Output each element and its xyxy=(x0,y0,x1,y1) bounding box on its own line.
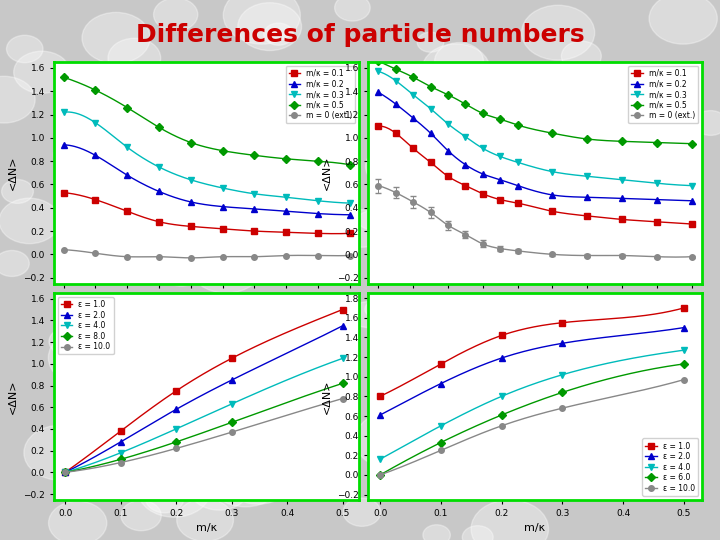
Circle shape xyxy=(153,0,198,31)
Circle shape xyxy=(264,23,293,45)
Circle shape xyxy=(562,41,601,71)
Circle shape xyxy=(628,183,669,213)
X-axis label: ε: ε xyxy=(532,307,538,317)
Circle shape xyxy=(53,130,119,179)
Legend: m/κ = 0.1, m/κ = 0.2, m/κ = 0.3, m/κ = 0.5, m = 0 (ext.): m/κ = 0.1, m/κ = 0.2, m/κ = 0.3, m/κ = 0… xyxy=(629,66,698,123)
Circle shape xyxy=(282,361,339,404)
Circle shape xyxy=(609,97,668,141)
Circle shape xyxy=(585,355,618,379)
X-axis label: m/κ: m/κ xyxy=(196,523,217,533)
Circle shape xyxy=(584,165,639,205)
Y-axis label: <ΔN>: <ΔN> xyxy=(322,156,332,190)
Circle shape xyxy=(562,221,614,260)
Circle shape xyxy=(602,379,662,423)
Circle shape xyxy=(471,500,549,540)
Circle shape xyxy=(425,438,450,457)
Circle shape xyxy=(6,35,43,63)
Circle shape xyxy=(365,300,388,318)
Circle shape xyxy=(222,451,294,504)
Circle shape xyxy=(423,525,450,540)
Circle shape xyxy=(467,116,502,142)
Circle shape xyxy=(122,136,159,164)
Circle shape xyxy=(202,237,264,283)
Circle shape xyxy=(230,368,283,408)
Circle shape xyxy=(223,0,300,44)
X-axis label: m/κ: m/κ xyxy=(524,523,546,533)
Circle shape xyxy=(0,251,30,276)
Circle shape xyxy=(415,444,446,467)
Circle shape xyxy=(358,211,382,229)
Circle shape xyxy=(583,413,616,437)
Circle shape xyxy=(121,501,161,531)
Circle shape xyxy=(512,114,538,133)
Circle shape xyxy=(108,38,161,78)
Circle shape xyxy=(204,115,264,159)
Circle shape xyxy=(48,329,125,386)
Legend: m/κ = 0.1, m/κ = 0.2, m/κ = 0.3, m/κ = 0.5, m = 0 (ext.): m/κ = 0.1, m/κ = 0.2, m/κ = 0.3, m/κ = 0… xyxy=(286,66,356,123)
Circle shape xyxy=(578,67,600,84)
Circle shape xyxy=(292,455,342,493)
X-axis label: ε: ε xyxy=(204,307,210,317)
Circle shape xyxy=(422,44,490,95)
Circle shape xyxy=(462,526,493,540)
Circle shape xyxy=(379,105,429,143)
Circle shape xyxy=(343,498,381,526)
Circle shape xyxy=(434,423,495,469)
Y-axis label: <ΔN>: <ΔN> xyxy=(8,379,18,414)
Circle shape xyxy=(312,104,345,129)
Y-axis label: <ΔN>: <ΔN> xyxy=(8,156,18,190)
Circle shape xyxy=(189,238,264,293)
Legend: ε = 1.0, ε = 2.0, ε = 4.0, ε = 6.0, ε = 10.0: ε = 1.0, ε = 2.0, ε = 4.0, ε = 6.0, ε = … xyxy=(642,438,698,496)
Circle shape xyxy=(189,464,250,510)
Circle shape xyxy=(89,97,114,117)
Circle shape xyxy=(355,411,432,469)
Circle shape xyxy=(639,400,669,422)
Circle shape xyxy=(56,400,102,434)
Circle shape xyxy=(48,501,107,540)
Circle shape xyxy=(1,179,33,204)
Circle shape xyxy=(608,174,676,225)
Circle shape xyxy=(436,352,462,371)
Circle shape xyxy=(145,484,184,513)
Circle shape xyxy=(208,451,283,507)
Circle shape xyxy=(238,3,302,51)
Legend: ε = 1.0, ε = 2.0, ε = 4.0, ε = 8.0, ε = 10.0: ε = 1.0, ε = 2.0, ε = 4.0, ε = 8.0, ε = … xyxy=(58,297,114,354)
Circle shape xyxy=(351,302,385,327)
Circle shape xyxy=(162,257,201,286)
Circle shape xyxy=(147,294,212,343)
Circle shape xyxy=(366,144,425,188)
Circle shape xyxy=(335,0,370,21)
Circle shape xyxy=(82,12,150,64)
Circle shape xyxy=(176,499,233,540)
Circle shape xyxy=(0,198,60,244)
Circle shape xyxy=(337,210,387,247)
Circle shape xyxy=(495,320,554,363)
Circle shape xyxy=(79,366,122,399)
Circle shape xyxy=(138,462,211,517)
Circle shape xyxy=(0,76,35,123)
Y-axis label: <ΔN>: <ΔN> xyxy=(322,379,332,414)
Circle shape xyxy=(246,368,315,420)
Circle shape xyxy=(144,142,179,168)
Circle shape xyxy=(521,5,595,60)
Circle shape xyxy=(435,43,483,79)
Circle shape xyxy=(443,241,469,261)
Circle shape xyxy=(24,425,97,480)
Circle shape xyxy=(694,111,720,136)
Circle shape xyxy=(14,51,70,93)
Circle shape xyxy=(215,120,288,176)
Circle shape xyxy=(417,32,444,52)
Circle shape xyxy=(106,356,158,395)
Circle shape xyxy=(649,0,717,44)
Circle shape xyxy=(451,352,503,391)
Circle shape xyxy=(192,341,256,388)
Text: Differences of particle numbers: Differences of particle numbers xyxy=(135,23,585,46)
Circle shape xyxy=(49,328,86,355)
